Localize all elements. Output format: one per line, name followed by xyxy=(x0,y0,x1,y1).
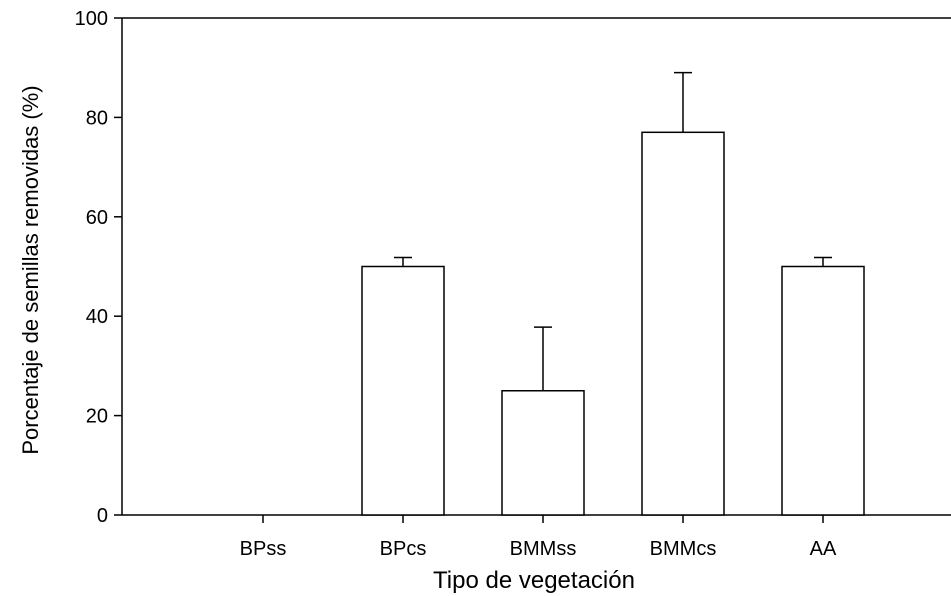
y-tick-label: 40 xyxy=(86,306,108,328)
error-bars xyxy=(394,71,832,391)
y-ticks: 0 20 40 60 80 100 xyxy=(75,8,122,527)
x-tick-label-bpss: BPss xyxy=(240,538,287,560)
y-tick-label: 100 xyxy=(75,8,108,30)
x-tick-label-bmmss: BMMss xyxy=(510,538,577,560)
y-tick-label: 60 xyxy=(86,207,108,229)
bar-bmmss xyxy=(501,390,585,516)
x-tick-label-bmmcs: BMMcs xyxy=(650,538,717,560)
y-tick-label: 20 xyxy=(86,406,108,428)
bar-bpcs xyxy=(361,265,445,516)
x-ticks: BPss BPcs BMMss BMMcs AA xyxy=(240,515,837,560)
x-tick-label-bpcs: BPcs xyxy=(380,538,427,560)
bars xyxy=(361,131,865,516)
y-tick-label: 80 xyxy=(86,107,108,129)
x-tick-label-aa: AA xyxy=(810,538,837,560)
y-tick-label: 0 xyxy=(97,505,108,527)
bar-bmmcs xyxy=(641,131,725,516)
y-axis-title: Porcentaje de semillas removidas (%) xyxy=(18,85,43,454)
bar-aa xyxy=(781,265,865,516)
x-axis-title: Tipo de vegetación xyxy=(433,567,635,594)
